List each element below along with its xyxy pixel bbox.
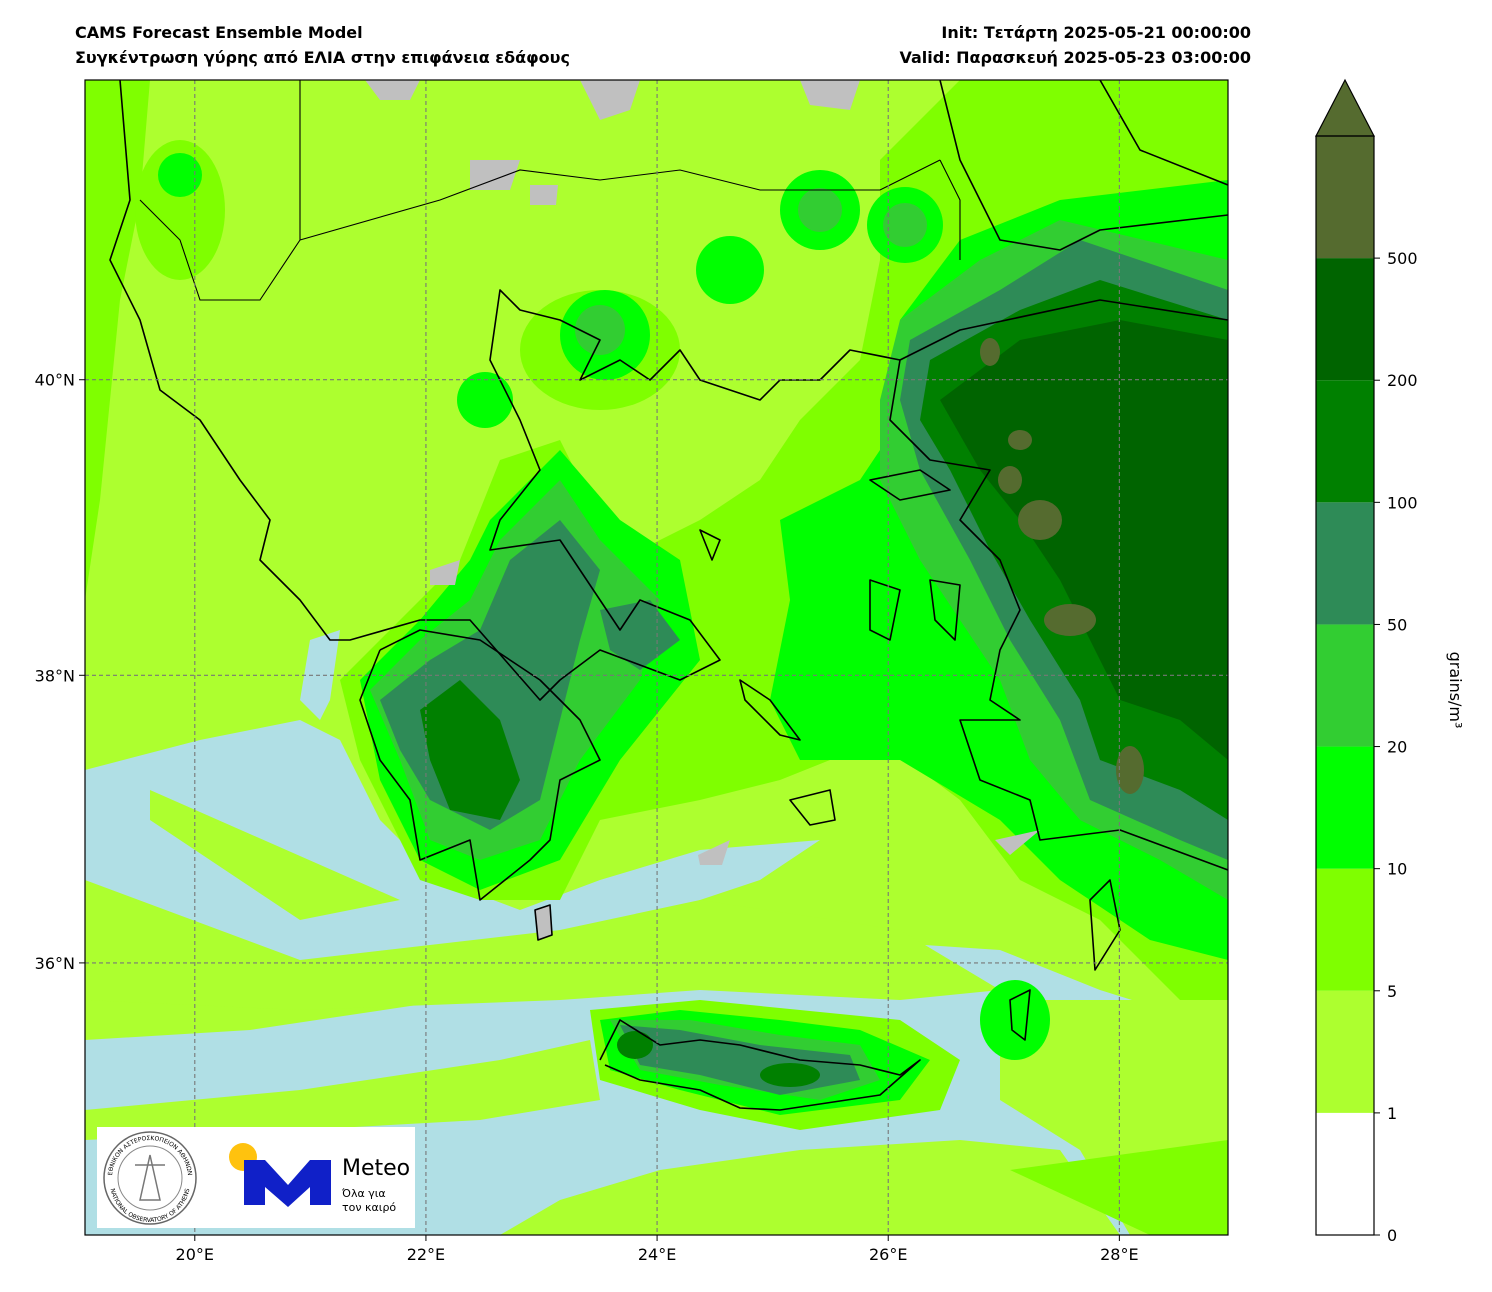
logo-box: ΕΘΝΙΚΟΝ ΑΣΤΕΡΟΣΚΟΠΕΙΟΝ ΑΘΗΝΩΝ NATIONAL O… — [97, 1127, 415, 1228]
meteo-brand: Meteo — [342, 1156, 410, 1181]
meteo-slogan-1: Όλα για — [341, 1187, 386, 1200]
meteo-m — [244, 1160, 331, 1207]
axis-ticks: 20°E 22°E 24°E 26°E 28°E 36°N 38°N 40°N — [35, 371, 1139, 1264]
x-tick-label: 24°E — [638, 1245, 676, 1264]
init-time: Init: Τετάρτη 2025-05-21 00:00:00 — [941, 23, 1251, 42]
x-tick-label: 28°E — [1100, 1245, 1138, 1264]
colorbar-tick-label: 5 — [1387, 982, 1397, 1001]
map-frame — [84, 79, 1229, 1236]
colorbar-tick-label: 100 — [1387, 493, 1418, 512]
x-tick-label: 26°E — [869, 1245, 907, 1264]
seal-inner-ring — [117, 1145, 183, 1211]
x-tick-label: 22°E — [407, 1245, 445, 1264]
colorbar-segment — [1316, 380, 1374, 503]
y-tick-label: 40°N — [35, 371, 75, 390]
y-tick-label: 36°N — [35, 954, 75, 973]
colorbar-tick-label: 200 — [1387, 371, 1418, 390]
colorbar-tick-label: 50 — [1387, 615, 1407, 634]
title: CAMS Forecast Ensemble Model — [75, 23, 363, 42]
colorbar-segment — [1316, 868, 1374, 991]
colorbar-tick-label: 0 — [1387, 1226, 1397, 1245]
y-tick-label: 38°N — [35, 666, 75, 685]
colorbar-segment — [1316, 136, 1374, 259]
pollen-field — [85, 80, 1228, 1235]
colorbar-segment — [1316, 1112, 1374, 1235]
gridlines — [85, 80, 1228, 1235]
colorbar-tick-label: 500 — [1387, 249, 1418, 268]
colorbar-tick-label: 1 — [1387, 1104, 1397, 1123]
meteo-slogan-2: τον καιρό — [342, 1201, 396, 1214]
colorbar-extend — [1315, 78, 1375, 137]
colorbar-tick-label: 20 — [1387, 738, 1407, 757]
colorbar-segment — [1316, 746, 1374, 869]
colorbar-segment — [1316, 258, 1374, 381]
colorbar-segment — [1316, 502, 1374, 625]
colorbar: 0 1 5 10 20 50 100 200 500 — [1315, 78, 1418, 1245]
colorbar-label: grains/m³ — [1446, 652, 1465, 729]
x-tick-label: 20°E — [176, 1245, 214, 1264]
subtitle: Συγκέντρωση γύρης από ΕΛΙΑ στην επιφάνει… — [75, 48, 570, 67]
coastlines — [109, 80, 1228, 1111]
colorbar-frame — [1315, 135, 1375, 1236]
colorbar-segment — [1316, 990, 1374, 1113]
valid-time: Valid: Παρασκευή 2025-05-23 03:00:00 — [899, 48, 1251, 67]
masked-land — [365, 80, 1040, 940]
colorbar-tick-label: 10 — [1387, 860, 1407, 879]
colorbar-segment — [1316, 624, 1374, 747]
map-area — [85, 80, 1228, 1235]
seal-figure — [135, 1154, 165, 1201]
observatory-seal — [103, 1131, 197, 1225]
